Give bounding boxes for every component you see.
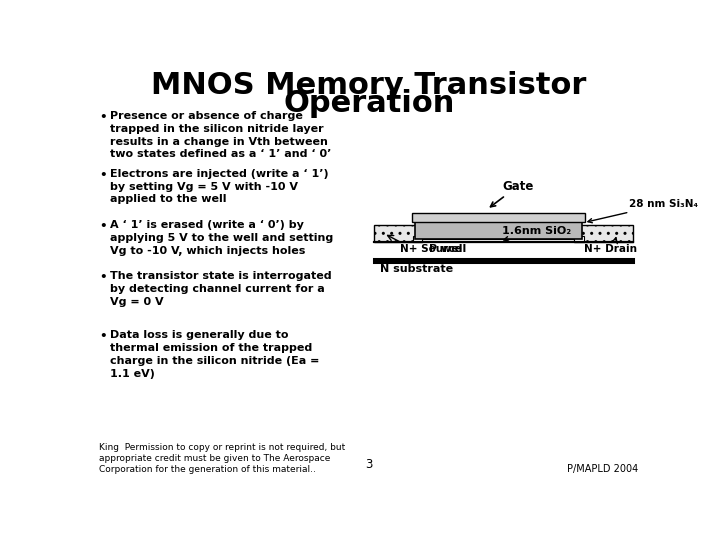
Bar — [575, 225, 632, 242]
Text: Presence or absence of charge
trapped in the silicon nitride layer
results in a : Presence or absence of charge trapped in… — [110, 111, 331, 159]
Bar — [575, 236, 584, 242]
Bar — [415, 215, 582, 239]
Text: 1.6nm SiO₂: 1.6nm SiO₂ — [503, 226, 572, 241]
Text: 28 nm Si₃N₄: 28 nm Si₃N₄ — [588, 199, 698, 223]
Text: Electrons are injected (write a ‘ 1’)
by setting Vg = 5 V with -10 V
applied to : Electrons are injected (write a ‘ 1’) by… — [110, 168, 329, 204]
Text: P well: P well — [428, 244, 466, 254]
Text: A ‘ 1’ is erased (write a ‘ 0’) by
applying 5 V to the well and setting
Vg to -1: A ‘ 1’ is erased (write a ‘ 0’) by apply… — [110, 220, 333, 256]
Text: •: • — [99, 220, 107, 233]
Text: The transistor state is interrogated
by detecting channel current for a
Vg = 0 V: The transistor state is interrogated by … — [110, 271, 332, 307]
Bar — [374, 225, 423, 242]
Text: King  Permission to copy or reprint is not required, but
appropriate credit must: King Permission to copy or reprint is no… — [99, 443, 346, 475]
Text: •: • — [99, 330, 107, 343]
Bar — [423, 239, 575, 242]
Text: N+ Source: N+ Source — [400, 244, 462, 254]
Bar — [374, 242, 632, 259]
Text: •: • — [99, 111, 107, 124]
Text: •: • — [99, 271, 107, 284]
Text: 3: 3 — [365, 458, 373, 471]
Text: Data loss is generally due to
thermal emission of the trapped
charge in the sili: Data loss is generally due to thermal em… — [110, 330, 320, 379]
Bar — [413, 236, 423, 242]
Text: •: • — [99, 168, 107, 182]
Bar — [412, 213, 585, 222]
Text: N substrate: N substrate — [380, 264, 453, 274]
Text: P/MAPLD 2004: P/MAPLD 2004 — [567, 464, 639, 475]
Text: N+ Drain: N+ Drain — [585, 244, 637, 254]
Text: Operation: Operation — [283, 90, 455, 118]
Text: MNOS Memory Transistor: MNOS Memory Transistor — [151, 71, 587, 100]
Text: Gate: Gate — [490, 179, 534, 207]
